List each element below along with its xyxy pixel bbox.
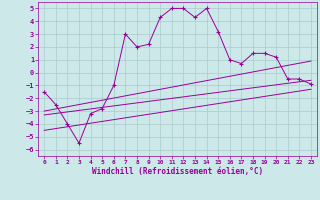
- X-axis label: Windchill (Refroidissement éolien,°C): Windchill (Refroidissement éolien,°C): [92, 167, 263, 176]
